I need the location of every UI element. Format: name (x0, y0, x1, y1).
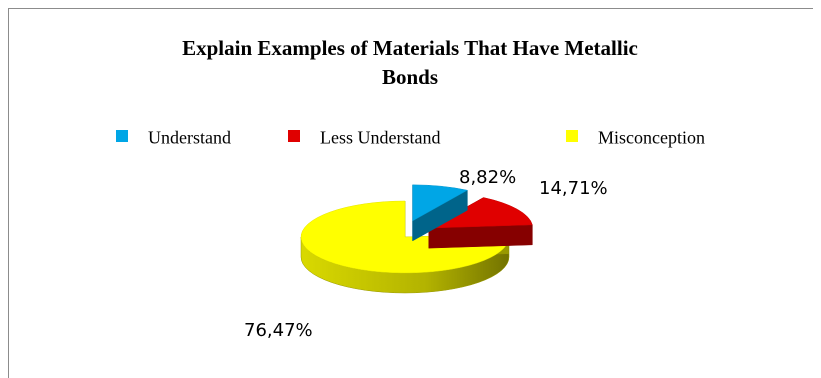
chart-frame-top (8, 8, 813, 9)
chart-title-line-2: Bonds (381, 65, 439, 89)
chart-frame-left (8, 8, 9, 378)
chart-legend: Understand Less Understand Misconception (0, 126, 821, 150)
legend-label-less-understand: Less Understand (320, 127, 441, 148)
legend-swatch-understand (116, 129, 128, 142)
chart-title: Explain Examples of Materials That Have … (110, 34, 710, 92)
data-label-less-understand: 14,71% (539, 178, 608, 199)
legend-item-misconception: Misconception (566, 126, 705, 148)
legend-label-understand: Understand (148, 127, 231, 148)
legend-item-less-understand: Less Understand (288, 126, 440, 148)
legend-swatch-misconception (566, 129, 578, 142)
pie-slice-top (300, 200, 510, 274)
pie-slice-understand (412, 184, 469, 242)
legend-item-understand: Understand (116, 126, 231, 148)
pie-slice-top (428, 197, 533, 229)
chart-title-line-1: Explain Examples of Materials That Have … (182, 36, 638, 60)
data-label-understand: 8,82% (459, 167, 516, 188)
pie-slice-face (428, 224, 533, 249)
legend-label-misconception: Misconception (598, 127, 705, 148)
legend-swatch-less-understand (288, 129, 300, 142)
pie-slice-less-understand (428, 197, 533, 249)
data-label-misconception: 76,47% (244, 320, 313, 341)
pie-slice-top (412, 184, 469, 222)
